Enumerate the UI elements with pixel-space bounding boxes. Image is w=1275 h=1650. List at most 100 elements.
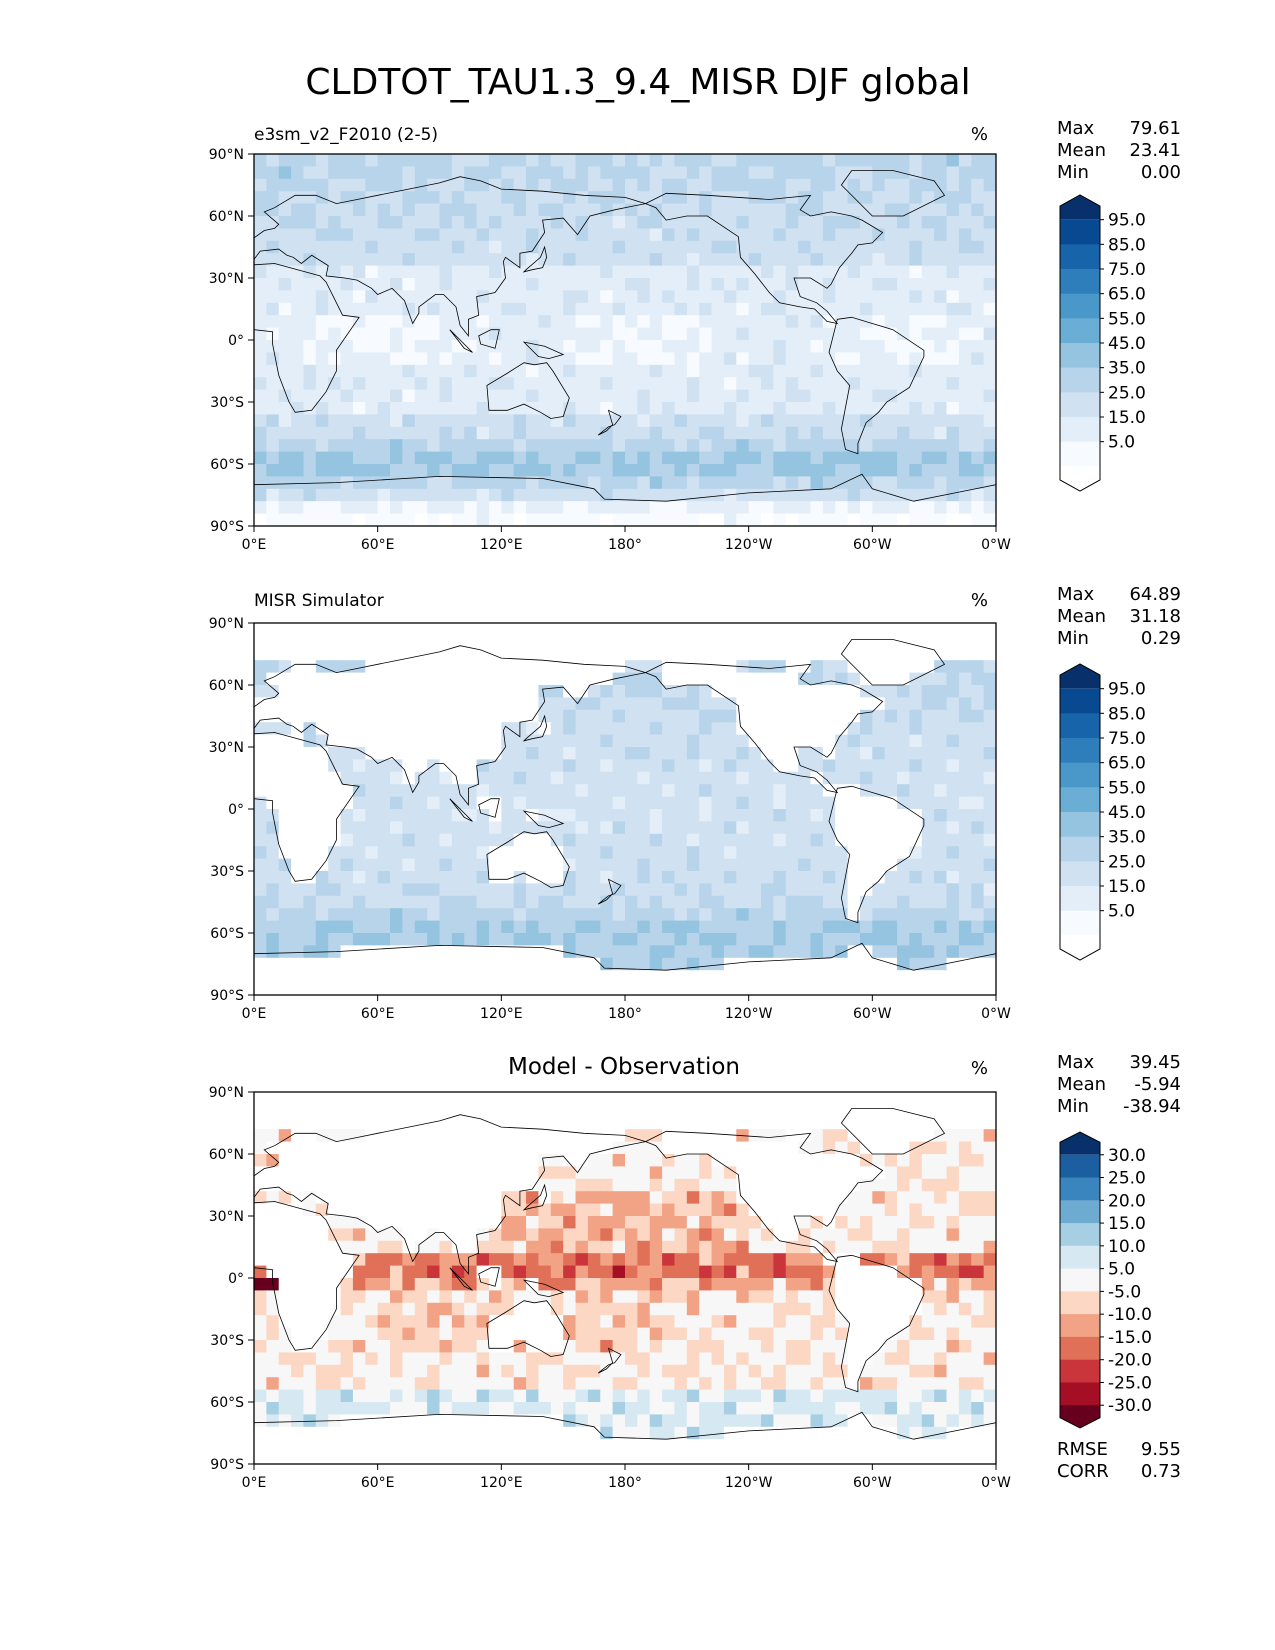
- stat-label: Mean: [1057, 140, 1106, 161]
- grid-cell: [612, 340, 626, 353]
- coastline: [522, 714, 548, 742]
- grid-cell: [575, 833, 589, 847]
- colorbar-bin: [1060, 244, 1100, 270]
- grid-cell: [909, 1166, 923, 1180]
- grid-cell: [625, 1092, 638, 1105]
- grid-cell: [971, 451, 985, 465]
- grid-cell: [563, 945, 577, 959]
- grid-cell: [526, 1327, 540, 1341]
- grid-cell: [909, 970, 923, 984]
- grid-cell: [662, 697, 676, 711]
- grid-cell: [464, 464, 478, 477]
- grid-cell: [427, 908, 441, 922]
- colorbar-bin: [1060, 466, 1100, 491]
- grid-cell: [810, 290, 824, 304]
- grid-cell: [934, 920, 948, 934]
- grid-cell: [451, 1154, 465, 1167]
- grid-cell: [414, 228, 428, 242]
- grid-cell: [699, 1166, 713, 1180]
- grid-cell: [773, 265, 787, 279]
- grid-cell: [377, 302, 391, 316]
- y-tick-label: 0°: [228, 333, 244, 349]
- grid-cell: [736, 709, 750, 723]
- grid-cell: [340, 476, 354, 490]
- grid-cell: [538, 1116, 552, 1130]
- grid-cell: [983, 1216, 996, 1229]
- grid-cell: [847, 771, 861, 785]
- grid-cell: [649, 426, 663, 440]
- grid-cell: [303, 402, 317, 415]
- grid-cell: [835, 1327, 849, 1341]
- grid-cell: [785, 697, 799, 711]
- grid-cell: [859, 1092, 873, 1105]
- grid-cell: [649, 414, 663, 428]
- grid-cell: [612, 1327, 626, 1341]
- grid-cell: [983, 253, 996, 267]
- grid-cell: [254, 364, 267, 378]
- grid-cell: [501, 858, 515, 872]
- grid-cell: [847, 1092, 861, 1105]
- grid-cell: [872, 722, 886, 736]
- grid-cell: [377, 1240, 391, 1254]
- grid-cell: [340, 315, 354, 329]
- grid-cell: [402, 933, 416, 946]
- grid-cell: [736, 1092, 750, 1105]
- grid-cell: [958, 364, 972, 378]
- grid-cell: [600, 660, 614, 674]
- grid-cell: [538, 1290, 552, 1304]
- grid-cell: [699, 1092, 713, 1105]
- grid-cell: [266, 402, 280, 415]
- grid-cell: [488, 709, 502, 723]
- grid-cell: [859, 1302, 873, 1316]
- grid-cell: [872, 1253, 886, 1267]
- grid-cell: [352, 1104, 366, 1118]
- grid-cell: [847, 784, 861, 798]
- grid-cell: [587, 1104, 601, 1118]
- grid-cell: [884, 228, 898, 242]
- grid-cell: [847, 970, 861, 984]
- grid-cell: [872, 476, 886, 490]
- grid-cell: [575, 660, 589, 674]
- grid-cell: [526, 414, 540, 428]
- grid-cell: [488, 1129, 502, 1143]
- grid-cell: [476, 1302, 490, 1316]
- grid-cell: [872, 216, 886, 229]
- grid-cell: [390, 647, 403, 661]
- grid-cell: [674, 377, 688, 391]
- grid-cell: [291, 1129, 305, 1143]
- grid-cell: [983, 352, 996, 366]
- grid-cell: [699, 203, 713, 217]
- grid-cell: [414, 734, 428, 748]
- grid-cell: [575, 1191, 589, 1205]
- grid-cell: [897, 377, 911, 391]
- grid-cell: [983, 476, 996, 490]
- grid-cell: [859, 796, 873, 810]
- coastline: [644, 661, 884, 794]
- grid-cell: [563, 846, 577, 860]
- grid-cell: [587, 154, 601, 167]
- grid-cell: [897, 228, 911, 242]
- grid-cell: [748, 784, 762, 798]
- grid-cell: [377, 933, 391, 946]
- grid-cell: [921, 647, 935, 661]
- grid-cell: [575, 895, 589, 909]
- grid-cell: [946, 1191, 960, 1205]
- grid-cell: [538, 697, 552, 711]
- grid-cell: [983, 1315, 996, 1329]
- grid-cell: [464, 377, 478, 391]
- grid-cell: [315, 1154, 329, 1167]
- grid-cell: [847, 871, 861, 884]
- grid-cell: [934, 178, 948, 192]
- grid-cell: [414, 476, 428, 490]
- grid-cell: [427, 1228, 441, 1242]
- grid-cell: [488, 1315, 502, 1329]
- grid-cell: [637, 364, 651, 378]
- grid-cell: [637, 1315, 651, 1329]
- grid-cell: [872, 759, 886, 773]
- grid-cell: [402, 920, 416, 934]
- grid-cell: [897, 178, 911, 192]
- grid-cell: [625, 1315, 638, 1329]
- grid-cell: [476, 846, 490, 860]
- grid-cell: [934, 1141, 948, 1155]
- grid-cell: [402, 1203, 416, 1217]
